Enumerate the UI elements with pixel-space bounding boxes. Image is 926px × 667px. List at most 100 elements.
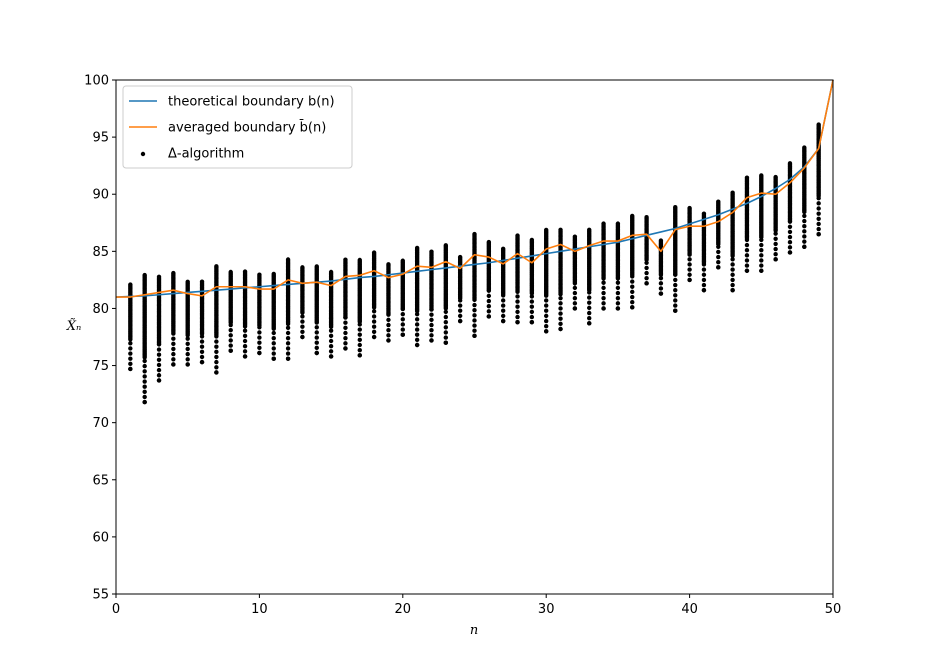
scatter-point bbox=[171, 270, 176, 276]
scatter-point bbox=[343, 335, 348, 341]
scatter-point bbox=[257, 340, 262, 345]
scatter-point bbox=[271, 341, 276, 346]
scatter-point bbox=[572, 295, 578, 301]
legend-swatch-dot bbox=[140, 151, 146, 157]
scatter-point bbox=[457, 254, 463, 260]
scatter-point bbox=[558, 301, 563, 306]
x-axis: 0 10 20 30 40 50 bbox=[112, 594, 841, 617]
scatter-point bbox=[429, 327, 434, 333]
scatter-point bbox=[300, 324, 305, 329]
scatter-point bbox=[300, 329, 305, 335]
scatter-point bbox=[199, 279, 205, 284]
scatter-point bbox=[615, 221, 621, 226]
scatter-point bbox=[500, 308, 506, 313]
scatter-point bbox=[429, 249, 434, 254]
scatter-point bbox=[701, 267, 707, 272]
scatter-point bbox=[472, 318, 477, 323]
scatter-point bbox=[300, 319, 305, 324]
scatter-point bbox=[185, 351, 190, 357]
scatter-point bbox=[558, 321, 563, 327]
scatter-point bbox=[587, 315, 592, 321]
scatter-point bbox=[386, 327, 391, 333]
scatter-point bbox=[400, 327, 405, 332]
scatter-point bbox=[515, 309, 520, 315]
scatter-point bbox=[371, 309, 377, 314]
scatter-point bbox=[544, 303, 549, 308]
scatter-point bbox=[802, 218, 807, 224]
scatter-point bbox=[457, 313, 463, 319]
scatter-point bbox=[658, 238, 664, 243]
scatter-point bbox=[328, 338, 334, 344]
scatter-point bbox=[285, 356, 291, 361]
scatter-point bbox=[285, 341, 291, 346]
scatter-point bbox=[328, 343, 334, 349]
scatter-point bbox=[673, 293, 678, 298]
scatter-point bbox=[171, 341, 176, 347]
scatter-point bbox=[802, 229, 807, 234]
scatter-point bbox=[587, 305, 592, 311]
scatter-point bbox=[744, 175, 750, 180]
scatter-point bbox=[701, 262, 707, 267]
scatter-point bbox=[314, 340, 319, 345]
scatter-point bbox=[457, 303, 463, 308]
scatter-point bbox=[759, 173, 764, 178]
scatter-point bbox=[142, 399, 147, 405]
scatter-point bbox=[400, 306, 405, 312]
scatter-point bbox=[816, 201, 821, 206]
scatter-point bbox=[371, 324, 377, 329]
scatter-point bbox=[701, 211, 707, 216]
scatter-point bbox=[730, 287, 735, 293]
scatter-point bbox=[701, 282, 707, 288]
scatter-point bbox=[271, 351, 276, 356]
scatter-point bbox=[357, 332, 362, 337]
scatter-point bbox=[759, 263, 764, 268]
scatter-point bbox=[630, 213, 635, 219]
scatter-point bbox=[199, 334, 205, 339]
scatter-point bbox=[515, 319, 520, 325]
scatter-point bbox=[730, 282, 735, 288]
scatter-point bbox=[285, 325, 291, 331]
scatter-point bbox=[630, 274, 635, 279]
scatter-point bbox=[429, 333, 434, 338]
scatter-point bbox=[357, 257, 362, 263]
scatter-point bbox=[257, 345, 262, 351]
scatter-point bbox=[414, 327, 420, 332]
scatter-point bbox=[802, 145, 807, 150]
scatter-point bbox=[716, 249, 721, 255]
scatter-point bbox=[357, 353, 362, 358]
scatter-point bbox=[529, 294, 535, 299]
scatter-point bbox=[730, 262, 735, 267]
scatter-point bbox=[343, 257, 348, 262]
scatter-point bbox=[429, 312, 434, 317]
scatter-point bbox=[156, 347, 162, 352]
scatter-point bbox=[400, 322, 405, 327]
scatter-point bbox=[673, 308, 678, 313]
scatter-point bbox=[787, 234, 793, 240]
scatter-point bbox=[156, 357, 162, 363]
y-tick-label: 85 bbox=[92, 245, 109, 260]
scatter-point bbox=[601, 301, 606, 306]
scatter-point bbox=[816, 206, 821, 211]
y-tick-label: 70 bbox=[92, 416, 109, 431]
scatter-point bbox=[156, 352, 162, 357]
scatter-point bbox=[142, 379, 147, 384]
scatter-point bbox=[644, 265, 649, 271]
scatter-point bbox=[486, 314, 492, 319]
scatter-point bbox=[587, 227, 592, 232]
scatter-point bbox=[128, 366, 133, 372]
scatter-point bbox=[185, 279, 190, 284]
scatter-point bbox=[773, 174, 778, 180]
scatter-point bbox=[802, 234, 807, 239]
scatter-point bbox=[787, 245, 793, 250]
scatter-point bbox=[242, 338, 248, 344]
scatter-point bbox=[558, 316, 563, 321]
scatter-point bbox=[443, 330, 449, 335]
scatter-point bbox=[328, 269, 334, 275]
scatter-point bbox=[587, 295, 592, 300]
scatter-point bbox=[171, 357, 176, 362]
scatter-point bbox=[572, 301, 578, 306]
scatter-point bbox=[242, 343, 248, 349]
y-tick-label: 90 bbox=[92, 188, 109, 203]
scatter-point bbox=[529, 319, 535, 325]
scatter-point bbox=[429, 307, 434, 312]
